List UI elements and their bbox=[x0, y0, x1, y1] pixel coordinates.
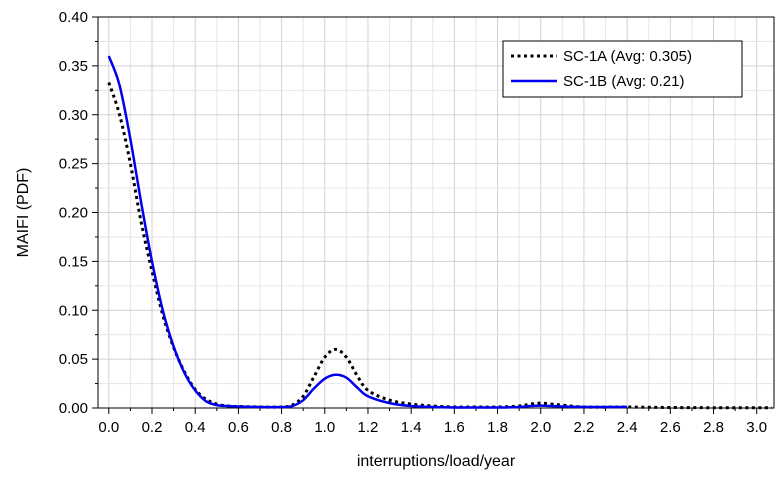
legend-label-sc-1a: SC-1A (Avg: 0.305) bbox=[563, 48, 692, 65]
axis-ticks: 0.0 0.2 0.4 0.6 0.8 1.0 1.2 1.4 1.6 1.8 2.0 2.2 2.4 2… bbox=[59, 9, 767, 436]
series-line-sc-1b bbox=[107, 55, 628, 409]
legend-box bbox=[502, 40, 743, 98]
x-tick-label: 0.6 bbox=[228, 419, 249, 436]
y-tick-label: 0.40 bbox=[59, 9, 88, 26]
legend-label-sc-1b: SC-1B (Avg: 0.21) bbox=[563, 73, 684, 90]
x-tick-label: 1.6 bbox=[444, 419, 465, 436]
y-tick-label: 0.15 bbox=[59, 253, 88, 270]
y-tick-label: 0.35 bbox=[59, 58, 88, 75]
x-tick-label: 1.2 bbox=[358, 419, 379, 436]
y-tick-label: 0.00 bbox=[59, 400, 88, 417]
x-tick-label: 1.8 bbox=[487, 419, 508, 436]
x-tick-label: 0.2 bbox=[142, 419, 163, 436]
y-tick-label: 0.20 bbox=[59, 205, 88, 222]
x-tick-label: 2.8 bbox=[703, 419, 724, 436]
x-tick-label: 1.0 bbox=[314, 419, 335, 436]
x-tick-label: 0.8 bbox=[271, 419, 292, 436]
y-axis-label: MAIFI (PDF) bbox=[15, 168, 32, 258]
y-tick-label: 0.25 bbox=[59, 156, 88, 173]
x-tick-label: 2.2 bbox=[574, 419, 595, 436]
y-tick-label: 0.05 bbox=[59, 351, 88, 368]
x-tick-label: 2.6 bbox=[660, 419, 681, 436]
x-tick-label: 2.0 bbox=[530, 419, 551, 436]
x-tick-label: 3.0 bbox=[746, 419, 767, 436]
series-layer bbox=[107, 55, 772, 410]
y-tick-label: 0.10 bbox=[59, 302, 88, 319]
x-tick-label: 1.4 bbox=[401, 419, 422, 436]
x-tick-label: 0.4 bbox=[185, 419, 206, 436]
x-axis-label: interruptions/load/year bbox=[357, 453, 516, 470]
y-tick-label: 0.30 bbox=[59, 107, 88, 124]
x-tick-label: 0.0 bbox=[98, 419, 119, 436]
x-tick-label: 2.4 bbox=[617, 419, 638, 436]
legend: SC-1A (Avg: 0.305) SC-1B (Avg: 0.21) bbox=[502, 40, 743, 98]
